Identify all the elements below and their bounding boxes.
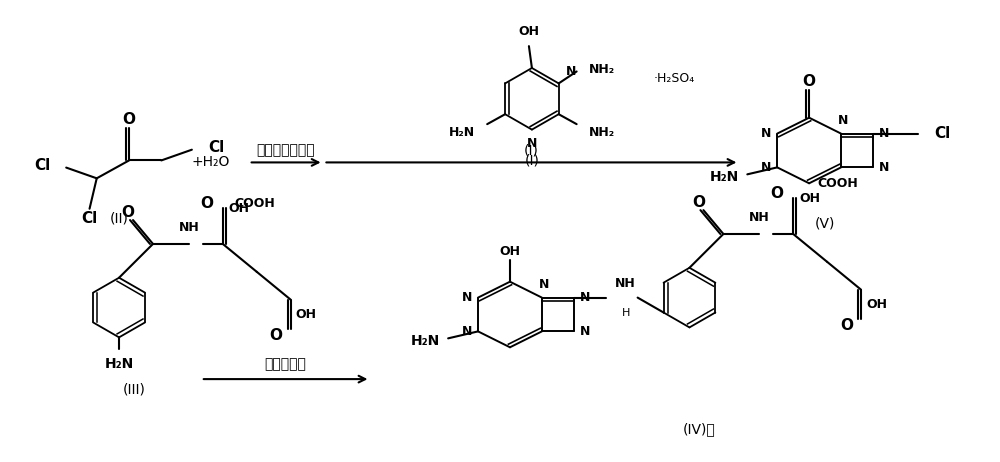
Text: N: N bbox=[879, 161, 889, 174]
Text: Cl: Cl bbox=[208, 140, 224, 155]
Text: O: O bbox=[803, 74, 816, 90]
Text: N: N bbox=[879, 127, 889, 140]
Text: NH: NH bbox=[615, 277, 636, 290]
Text: N: N bbox=[838, 114, 848, 127]
Text: 焦亚硫酸钓: 焦亚硫酸钓 bbox=[265, 357, 307, 371]
Text: OH: OH bbox=[518, 25, 539, 38]
Text: COOH: COOH bbox=[235, 197, 275, 210]
Text: O: O bbox=[692, 195, 705, 210]
Text: (I): (I) bbox=[523, 144, 538, 158]
Text: O: O bbox=[770, 186, 783, 201]
Text: OH: OH bbox=[499, 245, 520, 258]
Text: O: O bbox=[123, 112, 136, 127]
Text: (III): (III) bbox=[123, 382, 145, 396]
Text: 三氯丙酮水解液: 三氯丙酮水解液 bbox=[256, 144, 315, 158]
Text: H₂N: H₂N bbox=[449, 126, 475, 139]
Text: N: N bbox=[580, 291, 590, 304]
Text: (I): (I) bbox=[524, 153, 539, 167]
Text: O: O bbox=[840, 318, 853, 333]
Text: (V): (V) bbox=[815, 216, 835, 230]
Text: N: N bbox=[580, 325, 590, 338]
Text: N: N bbox=[539, 278, 549, 291]
Text: NH₂: NH₂ bbox=[589, 126, 615, 139]
Text: OH: OH bbox=[866, 298, 887, 311]
Text: Cl: Cl bbox=[934, 126, 950, 141]
Text: N: N bbox=[527, 137, 537, 150]
Text: Cl: Cl bbox=[34, 158, 50, 173]
Text: NH: NH bbox=[178, 221, 199, 234]
Text: (IV)。: (IV)。 bbox=[683, 422, 716, 436]
Text: NH: NH bbox=[749, 211, 770, 224]
Text: H₂N: H₂N bbox=[104, 357, 134, 371]
Text: (II): (II) bbox=[110, 211, 128, 225]
Text: H₂N: H₂N bbox=[411, 334, 440, 348]
Text: COOH: COOH bbox=[817, 177, 858, 190]
Text: OH: OH bbox=[296, 308, 317, 321]
Text: N: N bbox=[462, 325, 472, 338]
Text: O: O bbox=[122, 205, 135, 219]
Text: N: N bbox=[761, 161, 771, 174]
Text: O: O bbox=[270, 328, 283, 343]
Text: Cl: Cl bbox=[81, 211, 98, 226]
Text: H: H bbox=[621, 308, 630, 317]
Text: O: O bbox=[200, 196, 213, 211]
Text: N: N bbox=[761, 127, 771, 140]
Text: ·H₂SO₄: ·H₂SO₄ bbox=[653, 72, 695, 85]
Text: OH: OH bbox=[229, 201, 250, 215]
Text: +H₂O: +H₂O bbox=[192, 155, 230, 170]
Text: H₂N: H₂N bbox=[710, 170, 739, 184]
Text: NH₂: NH₂ bbox=[589, 63, 615, 76]
Text: N: N bbox=[462, 291, 472, 304]
Text: OH: OH bbox=[799, 192, 820, 205]
Text: N: N bbox=[566, 66, 576, 79]
